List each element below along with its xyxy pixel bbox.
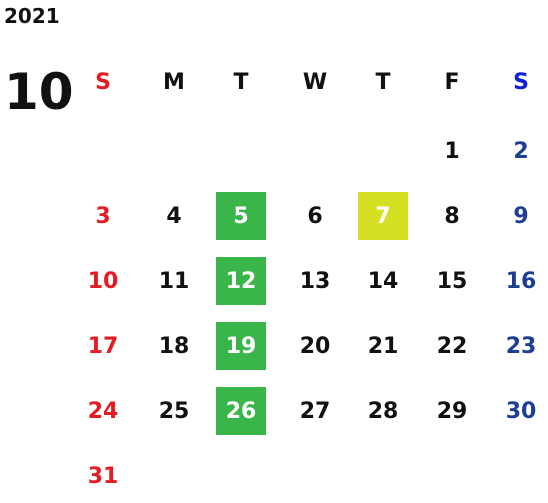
- day: 21: [367, 333, 399, 359]
- day: 17: [87, 333, 119, 359]
- weekday-header: S: [95, 69, 111, 95]
- day: 31: [87, 463, 119, 489]
- day: 24: [87, 398, 119, 424]
- day: 20: [299, 333, 331, 359]
- day: 2: [513, 138, 529, 164]
- day: 4: [166, 203, 182, 229]
- month: 10: [4, 63, 74, 121]
- day: 10: [87, 268, 119, 294]
- weekday-header: T: [375, 69, 391, 95]
- highlighted-day: 7: [358, 192, 408, 240]
- highlighted-day: 5: [216, 192, 266, 240]
- day: 3: [95, 203, 111, 229]
- weekday-header: W: [302, 69, 328, 95]
- weekday-header: S: [513, 69, 529, 95]
- day: 18: [158, 333, 190, 359]
- day: 25: [158, 398, 190, 424]
- year: 2021: [4, 4, 60, 28]
- day: 14: [367, 268, 399, 294]
- day: 28: [367, 398, 399, 424]
- day: 29: [436, 398, 468, 424]
- day: 27: [299, 398, 331, 424]
- day: 11: [158, 268, 190, 294]
- highlighted-day: 12: [216, 257, 266, 305]
- day: 8: [444, 203, 460, 229]
- day: 15: [436, 268, 468, 294]
- highlighted-day: 26: [216, 387, 266, 435]
- day: 30: [505, 398, 537, 424]
- day: 23: [505, 333, 537, 359]
- day: 9: [513, 203, 529, 229]
- day: 16: [505, 268, 537, 294]
- day: 6: [307, 203, 323, 229]
- highlighted-day: 19: [216, 322, 266, 370]
- weekday-header: F: [444, 69, 460, 95]
- weekday-header: M: [163, 69, 185, 95]
- day: 1: [444, 138, 460, 164]
- day: 13: [299, 268, 331, 294]
- day: 22: [436, 333, 468, 359]
- weekday-header: T: [233, 69, 249, 95]
